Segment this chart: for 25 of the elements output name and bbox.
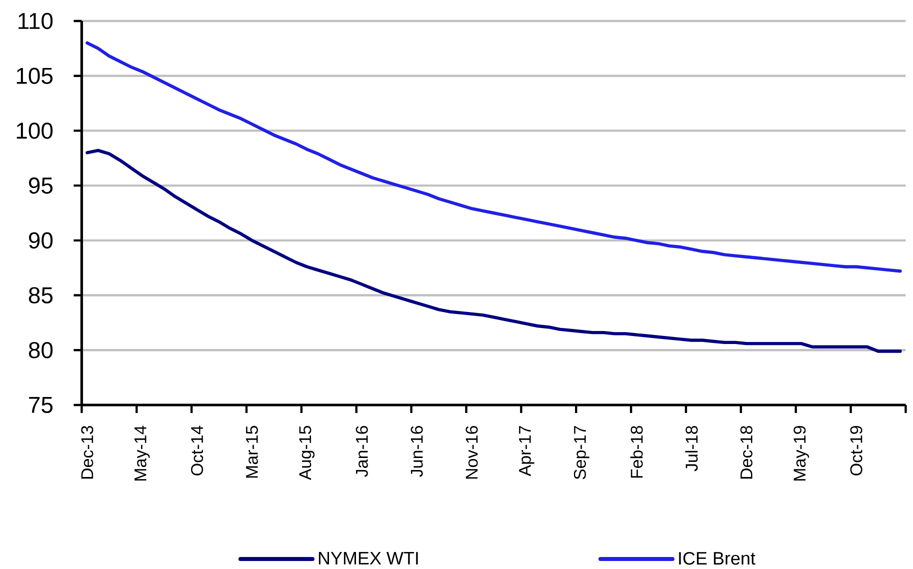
- x-tick-label: Nov-16: [466, 426, 478, 479]
- x-tick-label: May-14: [134, 426, 150, 480]
- x-tick-label: Mar-15: [246, 426, 258, 478]
- x-tick-label: Jan-16: [356, 426, 368, 477]
- x-tick-label: Dec-18: [740, 426, 752, 479]
- y-tick-label: 110: [18, 12, 53, 30]
- x-tick-label: Aug-15: [299, 426, 315, 480]
- legend-label: ICE Brent: [679, 552, 756, 565]
- y-tick-label: 90: [28, 232, 53, 249]
- x-tick-label: May-19: [794, 426, 810, 480]
- y-tick-label: 80: [28, 342, 53, 358]
- x-tick-label: Jun-16: [410, 426, 423, 477]
- y-tick-label: 85: [28, 287, 53, 304]
- y-tick-label: 105: [16, 68, 53, 84]
- y-tick-label: 100: [16, 122, 53, 139]
- x-tick-label: Oct-19: [850, 426, 862, 476]
- x-tick-label: Feb-18: [630, 426, 643, 478]
- legend-label: NYMEX WTI: [318, 552, 418, 564]
- x-tick-label: Sep-17: [574, 426, 590, 480]
- x-tick-label: Dec-13: [81, 426, 94, 479]
- y-tick-label: 95: [28, 177, 53, 194]
- y-tick-label: 75: [29, 396, 53, 414]
- x-tick-label: Oct-14: [191, 426, 204, 476]
- x-tick-label: Apr-17: [519, 426, 534, 476]
- x-tick-label: Jul-18: [685, 426, 698, 472]
